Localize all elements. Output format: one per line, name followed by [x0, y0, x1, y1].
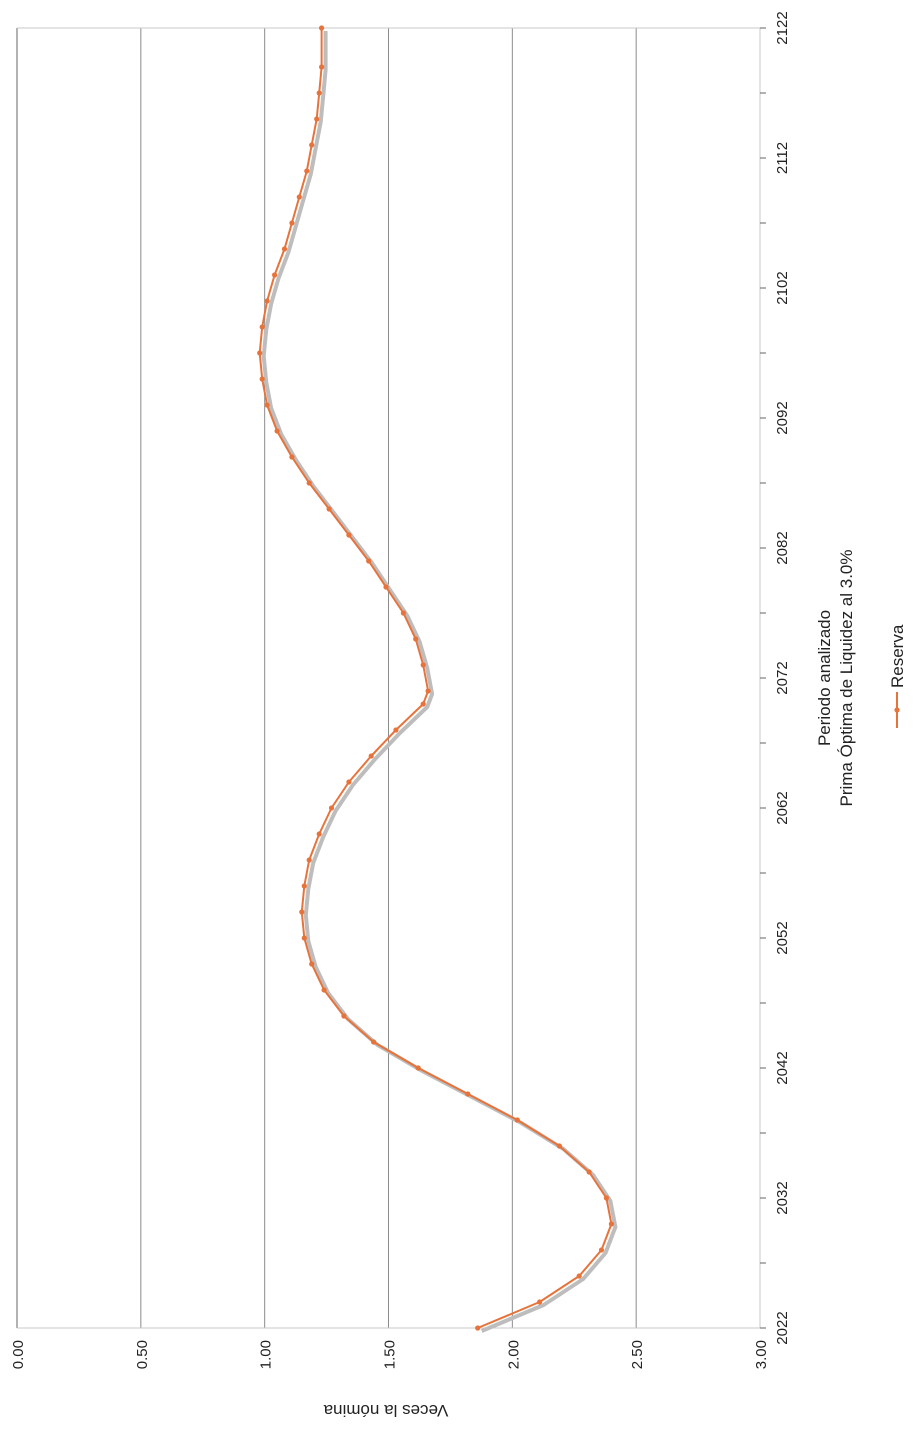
data-point-2052 [301, 935, 307, 941]
data-point-2099 [259, 324, 265, 330]
data-point-2122 [319, 25, 325, 31]
x-tick-label-2072: 2072 [774, 661, 791, 694]
x-tick-label-2122: 2122 [774, 11, 791, 44]
data-point-2111 [304, 168, 310, 174]
y-tick-label-0.00: 0.00 [10, 1340, 27, 1369]
x-axis-title: Periodo analizado [815, 610, 834, 746]
series-line-reserva [258, 28, 613, 1329]
data-point-2073 [420, 662, 426, 668]
y-axis-title: Veces la nómina [323, 1401, 448, 1420]
data-point-2022 [475, 1325, 481, 1331]
gridlines [140, 28, 761, 1328]
data-point-2079 [383, 584, 389, 590]
data-point-2115 [314, 116, 320, 122]
data-point-2032 [603, 1195, 610, 1201]
data-point-2095 [259, 376, 265, 382]
data-point-2083 [346, 532, 352, 538]
data-point-2034 [586, 1169, 592, 1175]
data-point-2050 [309, 961, 315, 967]
data-point-2064 [346, 779, 352, 785]
data-point-2026 [576, 1273, 582, 1279]
y-tick-label-2.00: 2.00 [505, 1340, 522, 1369]
data-point-2103 [272, 272, 278, 278]
data-point-2044 [371, 1039, 377, 1045]
data-point-2075 [413, 636, 419, 642]
y-tick-label-3.00: 3.00 [753, 1340, 770, 1369]
data-point-2117 [316, 90, 322, 96]
data-point-2071 [425, 688, 431, 694]
x-tick-label-2092: 2092 [774, 401, 791, 434]
data-point-2062 [328, 805, 335, 811]
legend-label-reserva: Reserva [888, 624, 907, 688]
data-point-2042 [415, 1065, 421, 1071]
data-point-2068 [393, 727, 399, 733]
data-point-2036 [556, 1143, 563, 1149]
x-tick-label-2062: 2062 [774, 791, 791, 824]
data-point-2081 [366, 558, 372, 564]
legend-marker [894, 707, 900, 713]
data-point-2089 [289, 454, 295, 460]
data-point-2101 [264, 298, 270, 304]
data-point-2058 [306, 857, 312, 863]
series-layer [257, 25, 618, 1333]
x-tick-label-2112: 2112 [774, 142, 791, 174]
x-tick-label-2042: 2042 [774, 1051, 791, 1084]
data-point-2038 [514, 1117, 520, 1123]
data-point-2105 [281, 246, 288, 252]
x-axis-subtitle: Prima Óptima de Liquidez al 3.0% [837, 549, 856, 806]
x-tick-label-2102: 2102 [774, 271, 791, 304]
data-point-2060 [316, 831, 322, 837]
data-point-2097 [257, 350, 263, 356]
x-tick-label-2022: 2022 [774, 1311, 791, 1344]
x-tick-label-2052: 2052 [774, 921, 791, 954]
data-point-2024 [537, 1299, 543, 1305]
x-tick-label-2082: 2082 [774, 531, 791, 564]
data-point-2046 [341, 1013, 347, 1019]
data-point-2107 [289, 220, 295, 226]
data-point-2119 [319, 64, 325, 70]
data-point-2077 [400, 610, 406, 616]
y-tick-label-2.50: 2.50 [629, 1340, 646, 1369]
axes [16, 27, 766, 1329]
data-point-2040 [465, 1091, 471, 1097]
data-point-2113 [309, 142, 315, 148]
data-point-2054 [299, 909, 305, 915]
data-point-2091 [274, 428, 280, 434]
data-point-2070 [420, 701, 426, 707]
data-point-2087 [306, 480, 312, 486]
x-tick-label-2032: 2032 [774, 1181, 791, 1214]
data-point-2066 [368, 753, 374, 759]
y-tick-label-1.00: 1.00 [258, 1340, 275, 1369]
data-point-2056 [301, 883, 307, 889]
data-point-2109 [296, 194, 302, 200]
y-tick-label-1.50: 1.50 [382, 1340, 399, 1369]
series-shadow [261, 31, 618, 1333]
data-point-2048 [321, 987, 327, 993]
data-point-2093 [264, 402, 270, 408]
data-point-2085 [326, 506, 332, 512]
y-tick-label-0.50: 0.50 [134, 1340, 151, 1369]
data-point-2028 [598, 1247, 605, 1253]
data-point-2030 [608, 1221, 615, 1227]
legend: Reserva [888, 624, 907, 728]
